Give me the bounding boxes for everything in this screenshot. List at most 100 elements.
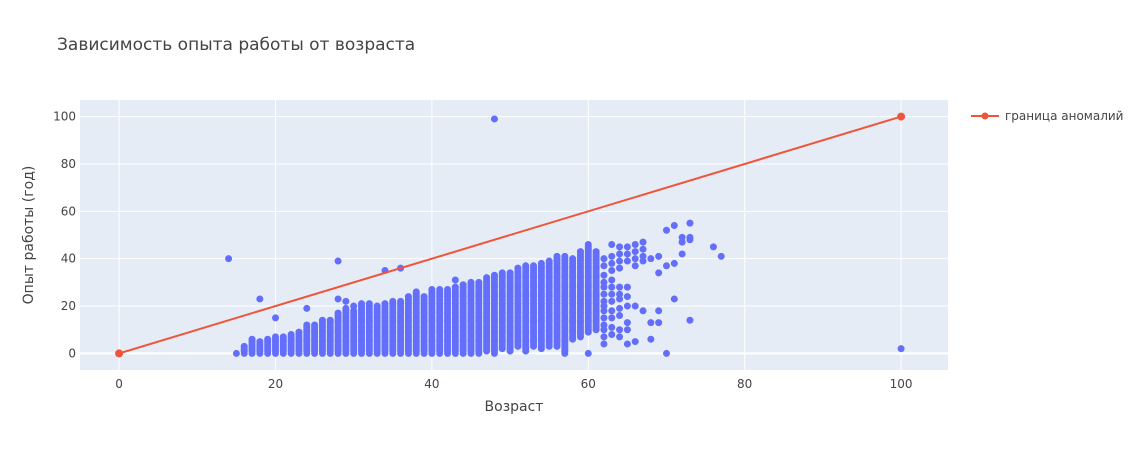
data-point: [623, 250, 631, 258]
data-point: [616, 250, 624, 258]
chart-title: Зависимость опыта работы от возраста: [57, 35, 415, 55]
data-point: [686, 236, 694, 244]
data-point: [608, 330, 616, 338]
data-point: [647, 319, 655, 327]
data-point: [436, 285, 444, 293]
data-point: [600, 326, 608, 334]
data-point: [623, 319, 631, 327]
tick-labels: 0 20 40 60 80 100 0 20 40 60 80 100: [53, 110, 912, 391]
data-point: [608, 314, 616, 322]
data-point: [608, 297, 616, 305]
data-point: [647, 255, 655, 263]
data-point: [483, 274, 491, 282]
data-point: [655, 307, 663, 315]
legend-marker-icon: [981, 112, 989, 120]
data-point: [686, 219, 694, 227]
x-tick-label: 60: [581, 377, 596, 391]
data-point: [616, 304, 624, 312]
data-point: [240, 342, 248, 350]
data-point: [451, 283, 459, 291]
data-point: [381, 300, 389, 308]
plot-background: [80, 100, 948, 370]
scatter-points: [225, 115, 905, 357]
grid-lines: [80, 100, 948, 370]
data-point: [342, 297, 350, 305]
data-point: [514, 264, 522, 272]
data-point: [631, 248, 639, 256]
data-point: [623, 257, 631, 265]
data-point: [631, 240, 639, 248]
data-point: [506, 269, 514, 277]
y-tick-label: 60: [61, 204, 76, 218]
x-axis-title: Возраст: [485, 399, 544, 415]
data-point: [662, 226, 670, 234]
data-point: [561, 349, 569, 357]
data-point: [444, 285, 452, 293]
boundary-point: [897, 112, 906, 121]
data-point: [256, 338, 264, 346]
data-point: [600, 290, 608, 298]
data-point: [475, 278, 483, 286]
data-point: [678, 238, 686, 246]
data-point: [616, 264, 624, 272]
data-point: [287, 330, 295, 338]
data-point: [600, 283, 608, 291]
x-tick-label: 20: [268, 377, 283, 391]
data-point: [608, 290, 616, 298]
anomaly-boundary-series: [115, 112, 906, 358]
y-axis-title: Опыт работы (год): [21, 166, 37, 305]
data-point: [608, 240, 616, 248]
data-point: [498, 269, 506, 277]
data-point: [522, 262, 530, 270]
data-point: [655, 252, 663, 260]
data-point: [397, 297, 405, 305]
data-point: [530, 262, 538, 270]
data-point: [623, 293, 631, 301]
data-point: [623, 283, 631, 291]
x-tick-label: 100: [890, 377, 913, 391]
data-point: [600, 271, 608, 279]
data-point: [326, 316, 334, 324]
data-point: [334, 257, 342, 265]
data-point: [311, 321, 319, 329]
y-tick-label: 40: [61, 252, 76, 266]
data-point: [334, 295, 342, 303]
data-point: [225, 255, 233, 263]
data-point: [897, 345, 905, 353]
data-point: [295, 328, 303, 336]
legend-label: граница аномалий: [1005, 109, 1123, 123]
data-point: [623, 243, 631, 251]
data-point: [303, 304, 311, 312]
data-point: [404, 293, 412, 301]
boundary-point: [115, 349, 124, 358]
y-tick-label: 0: [68, 346, 76, 360]
data-point: [631, 262, 639, 270]
data-point: [639, 238, 647, 246]
data-point: [553, 342, 561, 350]
data-point: [631, 255, 639, 263]
data-point: [451, 276, 459, 284]
data-point: [467, 278, 475, 286]
data-point: [608, 259, 616, 267]
data-point: [600, 340, 608, 348]
data-point: [616, 257, 624, 265]
data-point: [545, 257, 553, 265]
data-point: [670, 259, 678, 267]
data-point: [608, 252, 616, 260]
y-tick-label: 100: [53, 110, 76, 124]
data-point: [248, 335, 256, 343]
data-point: [616, 312, 624, 320]
data-point: [459, 281, 467, 289]
data-point: [303, 321, 311, 329]
data-point: [600, 314, 608, 322]
data-point: [365, 300, 373, 308]
legend[interactable]: граница аномалий: [971, 109, 1123, 123]
data-point: [350, 302, 358, 310]
y-tick-label: 80: [61, 157, 76, 171]
data-point: [389, 297, 397, 305]
data-point: [264, 335, 272, 343]
data-point: [420, 293, 428, 301]
data-point: [553, 252, 561, 260]
